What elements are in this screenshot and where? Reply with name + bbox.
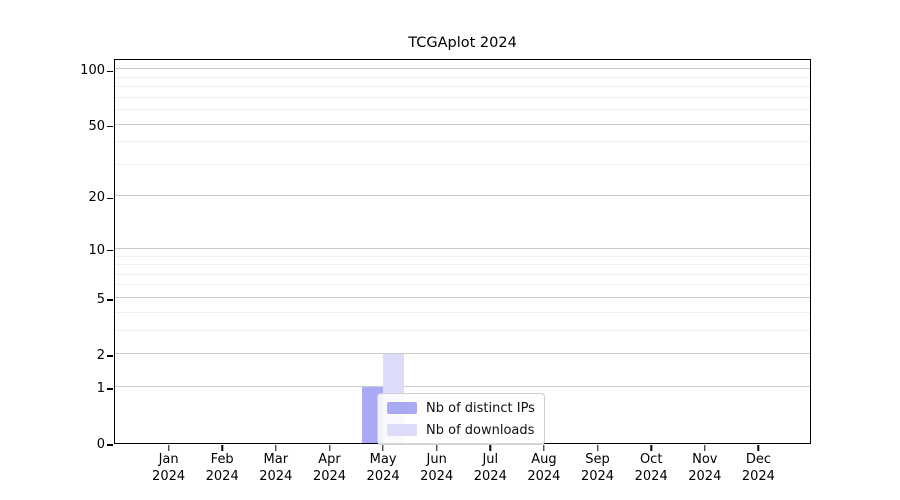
x-tick-label-feb: Feb 2024 (205, 452, 239, 484)
gridline-minor (115, 284, 810, 286)
y-tick (107, 197, 113, 200)
y-tick-label: 2 (96, 348, 105, 364)
y-tick-label: 50 (88, 118, 105, 134)
gridline-minor (115, 76, 810, 78)
y-tick (107, 250, 113, 252)
x-tick (596, 445, 599, 451)
x-tick (543, 445, 545, 451)
chart-title: TCGAplot 2024 (408, 35, 517, 51)
x-tick (704, 445, 706, 451)
y-tick (107, 444, 113, 446)
x-tick-label-jan: Jan 2024 (152, 452, 186, 484)
x-tick-label-jul: Jul 2024 (473, 452, 507, 484)
x-tick-label-jun: Jun 2024 (420, 452, 454, 484)
gridline-minor (115, 255, 810, 257)
x-tick (435, 445, 438, 451)
gridline-minor (115, 163, 810, 165)
gridline-minor (115, 273, 810, 275)
x-tick-label-mar: Mar 2024 (259, 452, 293, 484)
gridline-major (115, 296, 810, 298)
x-tick (275, 445, 277, 451)
legend-swatch-distinct-ips (387, 402, 417, 414)
x-tick (382, 445, 384, 451)
x-tick-label-aug: Aug 2024 (527, 452, 561, 484)
legend-entry-distinct-ips: Nb of distinct IPs (387, 399, 535, 417)
y-tick-label: 100 (80, 63, 105, 79)
gridline-major (115, 123, 810, 125)
legend-entry-downloads: Nb of downloads (387, 421, 535, 439)
x-tick (757, 445, 760, 451)
x-tick (167, 445, 170, 451)
x-tick-label-sep: Sep 2024 (580, 452, 615, 484)
legend-label-distinct-ips: Nb of distinct IPs (426, 400, 535, 416)
gridline-minor (115, 264, 810, 265)
gridline-minor (115, 109, 810, 111)
y-tick (107, 70, 113, 72)
gridline-major (115, 247, 810, 249)
y-tick (107, 388, 113, 390)
y-tick (107, 355, 113, 357)
y-tick-label: 0 (96, 437, 105, 453)
gridline-minor (115, 329, 810, 331)
x-tick (328, 445, 331, 451)
plot-area: Nb of distinct IPs Nb of downloads 0 1 2 5 1… (80, 59, 811, 484)
x-tick (221, 445, 223, 451)
legend-label-downloads: Nb of downloads (426, 422, 535, 438)
y-tick-label: 10 (88, 242, 105, 258)
chart-legend: Nb of distinct IPs Nb of downloads (377, 393, 545, 445)
y-tick-label: 5 (96, 292, 105, 308)
gridline-minor (115, 311, 810, 313)
x-tick (650, 445, 652, 451)
x-tick (489, 445, 491, 451)
y-tick-label: 1 (96, 381, 105, 397)
gridline-minor (115, 86, 810, 88)
gridline-major (115, 68, 810, 70)
gridline-minor (115, 96, 810, 98)
x-tick-label-nov: Nov 2024 (688, 452, 722, 484)
gridline-major (115, 385, 810, 387)
gridline-major (115, 195, 810, 197)
x-tick-label-may: May 2024 (366, 452, 400, 484)
y-tick-label: 20 (88, 190, 105, 206)
gridline-minor (115, 141, 810, 143)
y-tick (107, 125, 113, 128)
x-tick-label-apr: Apr 2024 (312, 452, 347, 484)
x-tick-label-dec: Dec 2024 (741, 452, 775, 484)
y-tick (107, 299, 113, 301)
gridline-major (115, 353, 810, 354)
x-tick-label-oct: Oct 2024 (634, 452, 668, 484)
legend-swatch-downloads (387, 424, 417, 436)
